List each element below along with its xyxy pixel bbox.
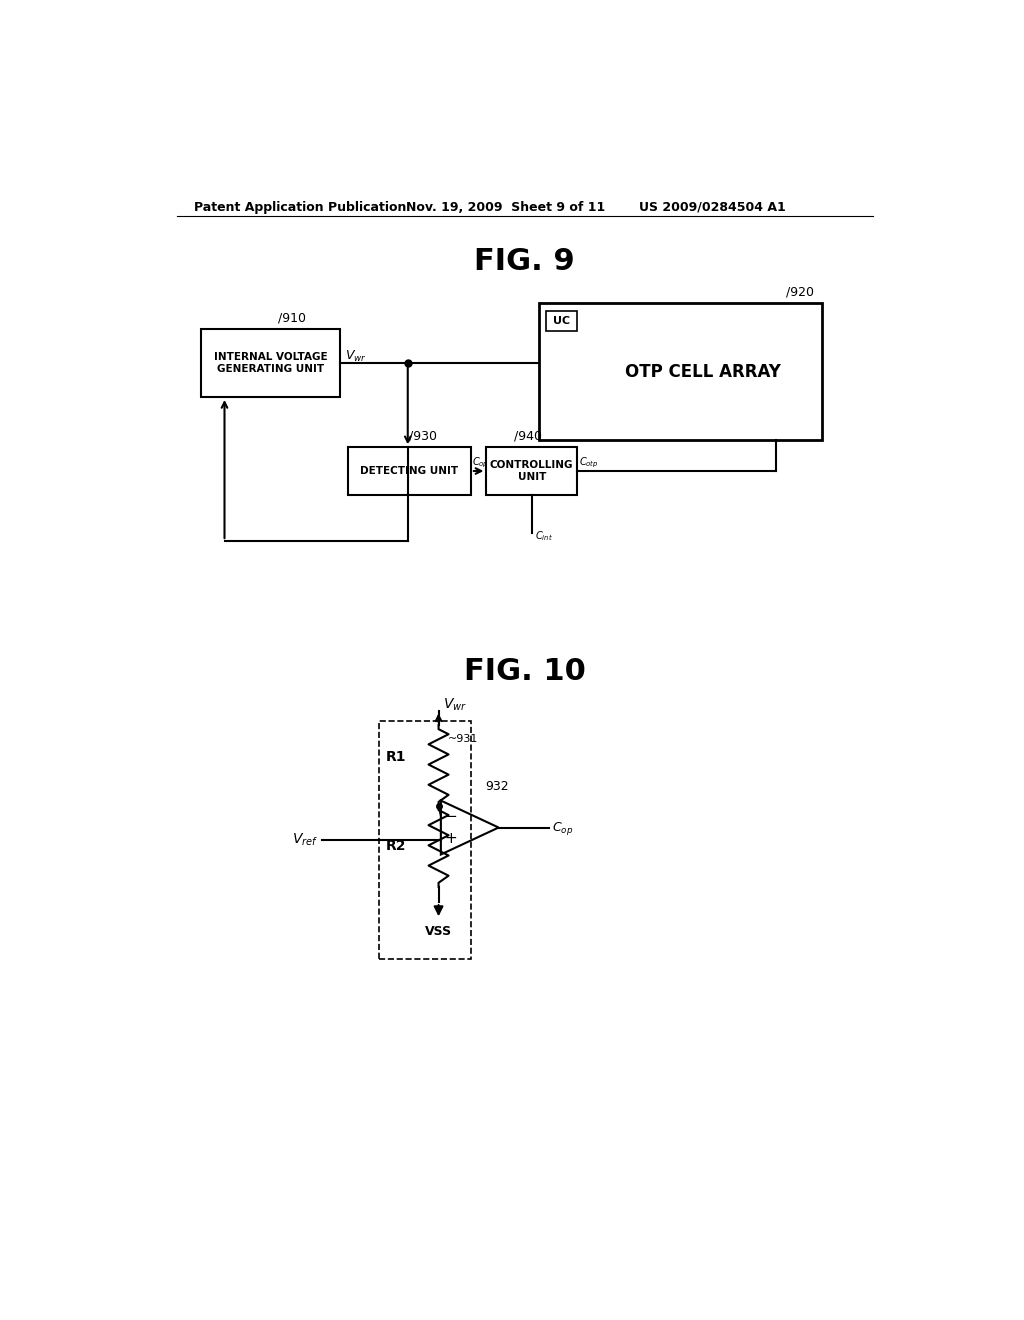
Text: $C_{op}$: $C_{op}$: [552, 820, 573, 837]
Text: $V_{wr}$: $V_{wr}$: [443, 697, 467, 713]
Text: $C_{op}$: $C_{op}$: [472, 455, 488, 470]
Text: VSS: VSS: [425, 925, 453, 939]
Text: /910: /910: [278, 312, 305, 325]
Text: 932: 932: [484, 780, 508, 793]
Text: R1: R1: [386, 751, 407, 764]
Text: /940: /940: [514, 429, 542, 442]
Text: ~931: ~931: [447, 734, 478, 744]
Text: CONTROLLING
UNIT: CONTROLLING UNIT: [489, 461, 573, 482]
Bar: [539, 304, 822, 441]
Text: −: −: [444, 809, 457, 824]
Text: $V_{wr}$: $V_{wr}$: [345, 348, 367, 364]
Bar: [379, 721, 471, 960]
Bar: [348, 447, 471, 495]
Text: UC: UC: [553, 315, 570, 326]
Text: US 2009/0284504 A1: US 2009/0284504 A1: [639, 201, 785, 214]
Bar: [202, 330, 340, 397]
Text: /930: /930: [410, 429, 437, 442]
Text: $C_{int}$: $C_{int}$: [535, 529, 553, 544]
Bar: [547, 312, 578, 331]
Text: $V_{ref}$: $V_{ref}$: [292, 832, 318, 847]
Text: OTP CELL ARRAY: OTP CELL ARRAY: [625, 363, 781, 380]
Text: Patent Application Publication: Patent Application Publication: [194, 201, 407, 214]
Text: +: +: [444, 832, 457, 846]
Text: R2: R2: [386, 840, 407, 854]
Text: FIG. 10: FIG. 10: [464, 657, 586, 686]
Text: Nov. 19, 2009  Sheet 9 of 11: Nov. 19, 2009 Sheet 9 of 11: [407, 201, 605, 214]
Text: DETECTING UNIT: DETECTING UNIT: [360, 466, 459, 477]
Text: $C_{otp}$: $C_{otp}$: [579, 455, 598, 470]
Text: FIG. 9: FIG. 9: [474, 247, 575, 276]
Text: INTERNAL VOLTAGE
GENERATING UNIT: INTERNAL VOLTAGE GENERATING UNIT: [214, 352, 328, 374]
Bar: [486, 447, 578, 495]
Text: /920: /920: [786, 285, 814, 298]
